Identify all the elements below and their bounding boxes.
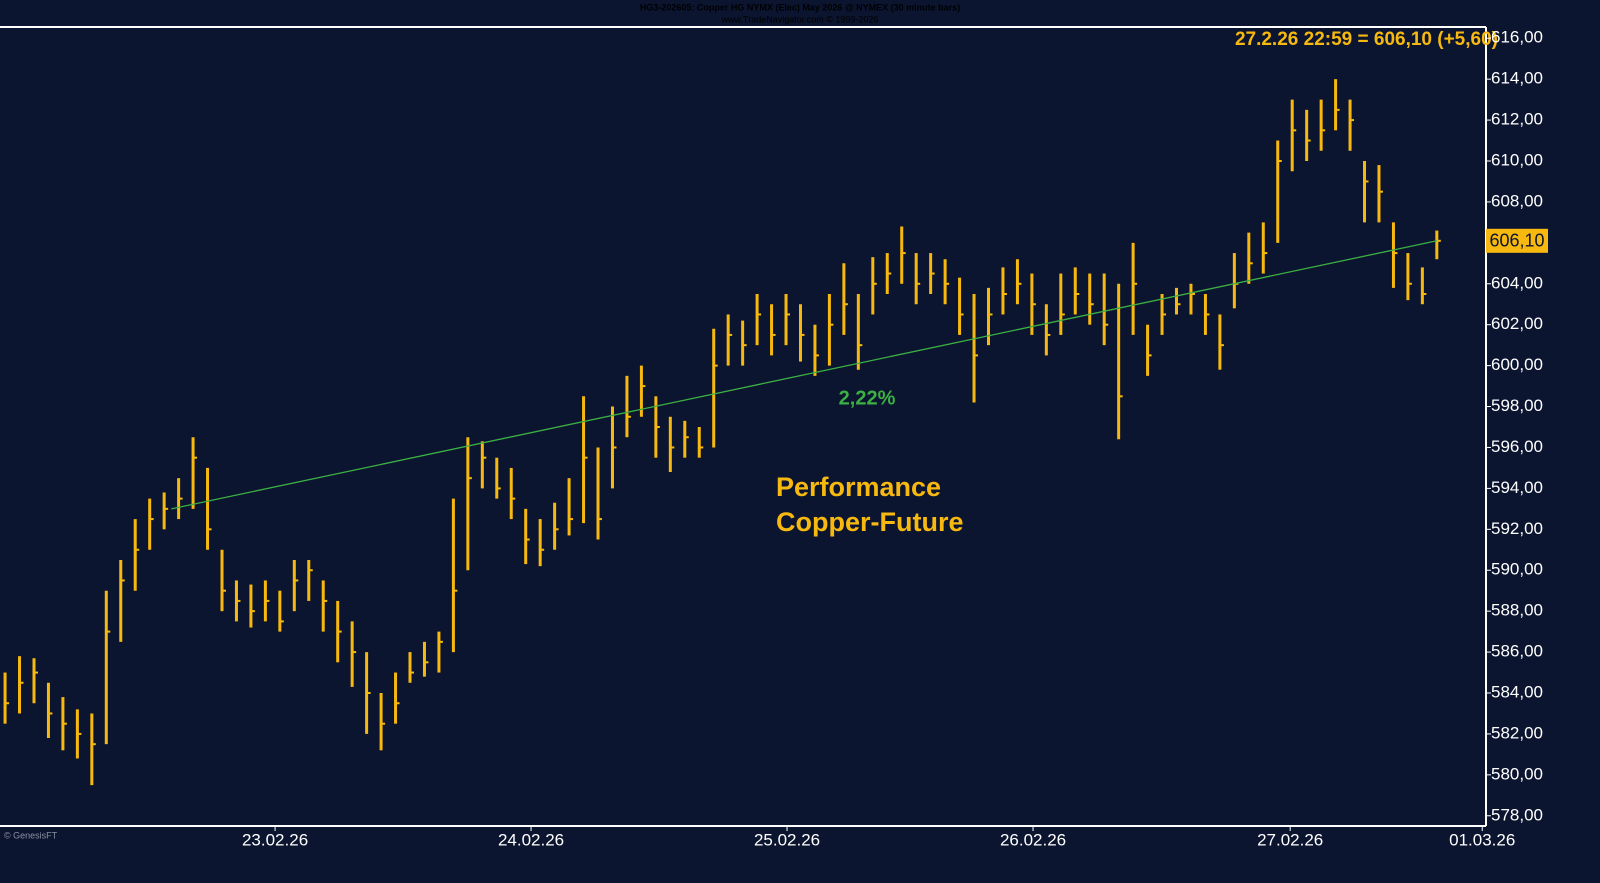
trendline-label: 2,22%	[839, 387, 896, 409]
x-tick-label: 24.02.26	[498, 830, 564, 849]
x-tick-label: 01.03.26	[1449, 830, 1515, 849]
info: 27.2.26 22:59 = 606,10 (+5,60)	[1235, 29, 1498, 50]
x-tick-label: 26.02.26	[1000, 830, 1066, 849]
trendline	[171, 240, 1437, 510]
header: www.TradeNavigator.com © 1999-2026	[721, 14, 879, 24]
annotation: Copper-Future	[776, 507, 963, 537]
y-tick-label: 612,00	[1491, 110, 1543, 129]
y-tick-label: 584,00	[1491, 682, 1543, 701]
annotation: Performance	[776, 472, 941, 502]
last-price-label: 606,10	[1489, 231, 1544, 251]
y-tick-label: 582,00	[1491, 723, 1543, 742]
y-tick-label: 598,00	[1491, 396, 1543, 415]
y-tick-label: 608,00	[1491, 191, 1543, 210]
y-tick-label: 580,00	[1491, 764, 1543, 783]
x-tick-label: 27.02.26	[1257, 830, 1323, 849]
y-tick-label: 616,00	[1491, 28, 1543, 47]
y-tick-label: 596,00	[1491, 437, 1543, 456]
x-tick-label: 25.02.26	[754, 830, 820, 849]
y-tick-label: 602,00	[1491, 314, 1543, 333]
y-tick-label: 614,00	[1491, 69, 1543, 88]
y-tick-label: 604,00	[1491, 273, 1543, 292]
y-tick-label: 588,00	[1491, 601, 1543, 620]
y-tick-label: 590,00	[1491, 560, 1543, 579]
y-tick-label: 610,00	[1491, 150, 1543, 169]
y-tick-label: 586,00	[1491, 642, 1543, 661]
y-tick-label: 594,00	[1491, 478, 1543, 497]
y-tick-label: 600,00	[1491, 355, 1543, 374]
header: HG3-202605: Copper HG NYMX (Elec) May 20…	[640, 2, 960, 12]
x-tick-label: 23.02.26	[242, 830, 308, 849]
last-price-box	[1486, 228, 1548, 253]
y-tick-label: 578,00	[1491, 805, 1543, 824]
y-tick-label: 592,00	[1491, 519, 1543, 538]
credit: © GenesisFT	[4, 830, 58, 840]
